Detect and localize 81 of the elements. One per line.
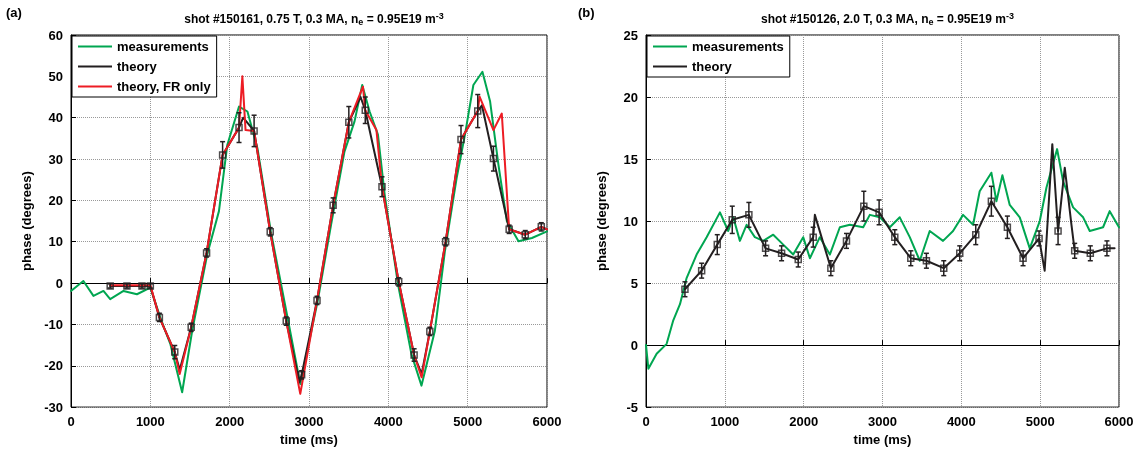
x-tick-label: 0 bbox=[67, 414, 75, 430]
y-tick-label: 5 bbox=[630, 275, 638, 291]
x-tick-label: 1000 bbox=[710, 414, 740, 430]
point bbox=[922, 256, 931, 265]
point bbox=[745, 211, 753, 219]
y-tick-label: -10 bbox=[44, 316, 63, 332]
x-tick-label: 4000 bbox=[373, 414, 403, 430]
x-tick-label: 6000 bbox=[532, 414, 562, 430]
point bbox=[842, 237, 851, 245]
y-axis-title: phase (degrees) bbox=[19, 171, 34, 271]
y-tick-label: 10 bbox=[623, 213, 638, 229]
point bbox=[1019, 254, 1027, 263]
y-tick-label: -30 bbox=[44, 399, 63, 415]
x-tick-label: 3000 bbox=[868, 414, 897, 430]
y-axis-title: phase (degrees) bbox=[594, 171, 609, 271]
point bbox=[218, 151, 227, 159]
point bbox=[1070, 247, 1079, 255]
line-series bbox=[645, 148, 1120, 370]
x-tick-label: 3000 bbox=[294, 414, 324, 430]
y-tick-label: 0 bbox=[630, 337, 638, 353]
y-tick-label: 40 bbox=[48, 110, 63, 126]
point bbox=[728, 216, 736, 224]
point bbox=[171, 348, 179, 356]
point bbox=[1054, 227, 1062, 235]
point bbox=[1103, 244, 1111, 253]
x-tick-label: 5000 bbox=[453, 414, 483, 430]
point bbox=[473, 107, 482, 115]
y-tick-label: 20 bbox=[48, 192, 63, 208]
point bbox=[250, 127, 258, 135]
point bbox=[956, 249, 964, 258]
y-tick-label: -20 bbox=[44, 358, 63, 374]
point bbox=[1003, 223, 1012, 231]
x-tick-label: 0 bbox=[642, 414, 650, 430]
point bbox=[489, 154, 498, 163]
x-tick-label: 4000 bbox=[946, 414, 976, 430]
x-tick-label: 6000 bbox=[1104, 414, 1134, 430]
x-tick-label: 5000 bbox=[1025, 414, 1055, 430]
x-tick-label: 1000 bbox=[135, 414, 165, 430]
point bbox=[875, 208, 883, 217]
point bbox=[794, 255, 802, 264]
point bbox=[345, 118, 353, 126]
y-tick-label: 25 bbox=[623, 27, 638, 43]
point bbox=[681, 285, 689, 294]
y-tick-label: 60 bbox=[48, 27, 63, 43]
point bbox=[891, 233, 899, 241]
y-tick-label: -5 bbox=[626, 399, 638, 415]
legend-label: theory, FR only bbox=[117, 79, 212, 94]
point bbox=[860, 202, 868, 210]
point bbox=[697, 266, 706, 275]
point bbox=[235, 123, 243, 132]
point bbox=[378, 182, 386, 191]
x-tick-label: 2000 bbox=[789, 414, 819, 430]
x-axis-title: time (ms) bbox=[853, 432, 912, 447]
y-tick-label: 0 bbox=[55, 275, 63, 291]
point bbox=[457, 135, 465, 144]
point bbox=[809, 233, 817, 241]
legend-label: theory bbox=[117, 59, 158, 74]
text: (b) bbox=[578, 5, 595, 20]
point bbox=[827, 264, 835, 272]
point bbox=[777, 249, 786, 258]
y-tick-label: 15 bbox=[623, 151, 638, 167]
text: (a) bbox=[6, 5, 22, 20]
point bbox=[361, 106, 369, 114]
legend-label: measurements bbox=[692, 39, 784, 54]
point bbox=[940, 264, 948, 272]
x-axis-title: time (ms) bbox=[280, 432, 338, 447]
point bbox=[713, 240, 722, 249]
x-tick-label: 2000 bbox=[215, 414, 245, 430]
point bbox=[987, 197, 996, 205]
y-tick-label: 30 bbox=[48, 151, 63, 167]
point bbox=[329, 201, 337, 210]
y-tick-label: 50 bbox=[48, 68, 63, 84]
legend-label: measurements bbox=[117, 39, 209, 54]
legend-label: theory bbox=[692, 59, 733, 74]
point bbox=[761, 244, 770, 253]
y-tick-label: 10 bbox=[48, 234, 63, 250]
point bbox=[907, 254, 915, 263]
point bbox=[1086, 249, 1095, 258]
point bbox=[1035, 234, 1043, 243]
y-tick-label: 20 bbox=[623, 89, 638, 105]
point bbox=[972, 230, 980, 239]
